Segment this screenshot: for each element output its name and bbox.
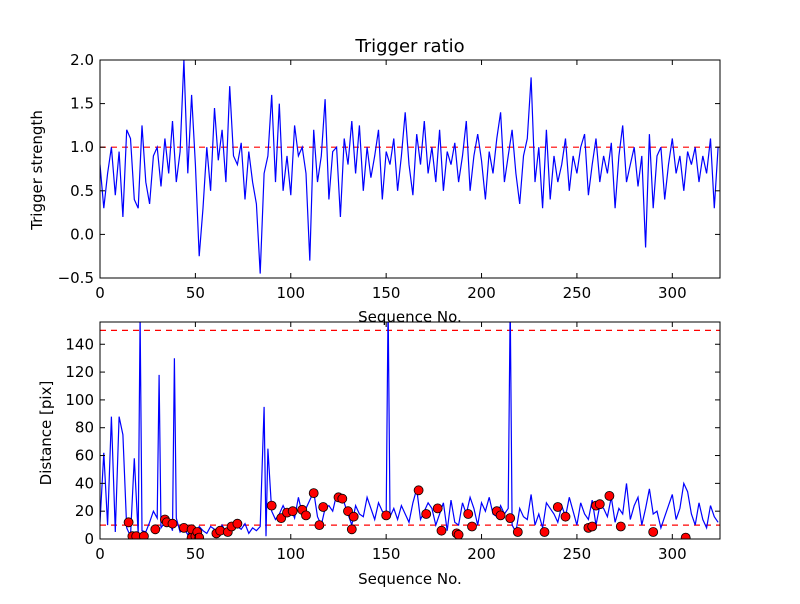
bottom-marker-point — [648, 527, 659, 537]
bottom-marker-point — [308, 488, 319, 499]
bottom-marker-point — [463, 509, 474, 519]
top-x-tick-label: 200 — [467, 284, 496, 302]
top-y-tick-label: 1.5 — [70, 95, 94, 113]
bottom-y-axis-label: Distance [pix] — [37, 381, 55, 486]
bottom-x-tick-label: 0 — [95, 545, 105, 563]
top-y-tick-label: 2.0 — [70, 51, 94, 69]
top-x-tick-label: 150 — [372, 284, 401, 302]
bottom-marker-point — [123, 517, 134, 528]
bottom-plot-frame — [99, 321, 721, 540]
bottom-marker-point — [604, 490, 615, 501]
bottom-x-tick-label: 200 — [467, 545, 496, 563]
top-plot-area — [99, 59, 721, 279]
bottom-x-tick-label: 50 — [186, 545, 205, 563]
bottom-marker-point — [436, 525, 447, 536]
bottom-y-tick-label: 80 — [75, 419, 94, 437]
top-ticks: 0 50 100 150 200 250 300 −0.5 0.0 0.5 1.0 1.5 2.0 — [58, 51, 720, 302]
bottom-y-tick-label: 0 — [84, 530, 94, 548]
top-x-tick-label: 100 — [276, 284, 305, 302]
bottom-marker-point — [495, 510, 506, 521]
bottom-marker-point — [150, 524, 161, 535]
top-y-axis-label: Trigger strength — [28, 110, 46, 231]
bottom-marker-point — [266, 500, 277, 511]
top-y-tick-label: 0.0 — [70, 225, 94, 243]
bottom-marker-point — [512, 527, 523, 537]
bottom-y-tick-label: 20 — [75, 502, 94, 520]
bottom-ticks: 0 50 100 150 200 250 300 0 20 40 60 80 100 120 140 — [65, 322, 720, 563]
top-panel: Trigger ratio 0 50 100 150 200 250 300−0.50.00… — [28, 36, 721, 326]
bottom-marker-point — [337, 493, 348, 504]
bottom-marker-point — [680, 532, 691, 539]
bottom-marker-point — [615, 521, 626, 532]
bottom-marker-point — [314, 520, 325, 530]
top-x-tick-label: 50 — [186, 284, 205, 302]
bottom-marker-point — [560, 511, 571, 522]
bottom-marker-point — [348, 511, 359, 522]
top-y-tick-label: 1.0 — [70, 138, 94, 156]
bottom-y-tick-label: 100 — [65, 391, 94, 409]
bottom-marker-point — [139, 531, 149, 539]
top-x-tick-label: 300 — [658, 284, 687, 302]
bottom-x-axis-label: Sequence No. — [358, 570, 462, 588]
bottom-marker-point — [301, 510, 311, 521]
bottom-marker-point — [467, 521, 477, 532]
bottom-y-tick-label: 60 — [75, 447, 94, 465]
bottom-marker-point — [539, 527, 550, 537]
bottom-x-tick-label: 250 — [563, 545, 592, 563]
bottom-marker-point — [432, 503, 443, 514]
bottom-marker-point — [381, 510, 392, 521]
bottom-panel: 0 50 100 150 200 250 300 0 20 40 60 80 100 120 140 Seq… — [37, 321, 721, 588]
top-y-tick-label: −0.5 — [58, 269, 94, 287]
top-x-axis-label: Sequence No. — [358, 308, 462, 326]
bottom-marker-point — [421, 509, 432, 519]
bottom-marker-point — [552, 502, 563, 512]
bottom-marker-point — [505, 513, 516, 523]
bottom-marker-point — [587, 521, 598, 532]
bottom-x-tick-label: 150 — [372, 545, 401, 563]
bottom-series-group — [100, 322, 720, 539]
top-series-line — [100, 60, 719, 274]
bottom-x-tick-label: 300 — [658, 545, 687, 563]
bottom-marker-point — [413, 485, 424, 496]
bottom-marker-point — [194, 532, 205, 539]
bottom-y-tick-label: 40 — [75, 474, 94, 492]
bottom-y-tick-label: 140 — [65, 335, 94, 353]
bottom-marker-point — [346, 524, 357, 535]
top-plot-frame — [99, 59, 721, 279]
bottom-marker-point — [453, 529, 464, 539]
bottom-x-tick-label: 100 — [276, 545, 305, 563]
top-x-tick-label: 0 — [95, 284, 105, 302]
bottom-marker-point — [594, 499, 605, 510]
bottom-marker-point — [232, 518, 243, 529]
top-x-tick-label: 250 — [563, 284, 592, 302]
top-y-tick-label: 0.5 — [70, 182, 94, 200]
bottom-marker-point — [287, 506, 298, 517]
bottom-marker-point — [318, 502, 329, 512]
bottom-plot-area — [99, 321, 721, 540]
top-series-group — [100, 60, 720, 274]
bottom-marker-point — [167, 518, 178, 529]
bottom-y-tick-label: 120 — [65, 363, 94, 381]
top-chart-title: Trigger ratio — [354, 36, 464, 57]
